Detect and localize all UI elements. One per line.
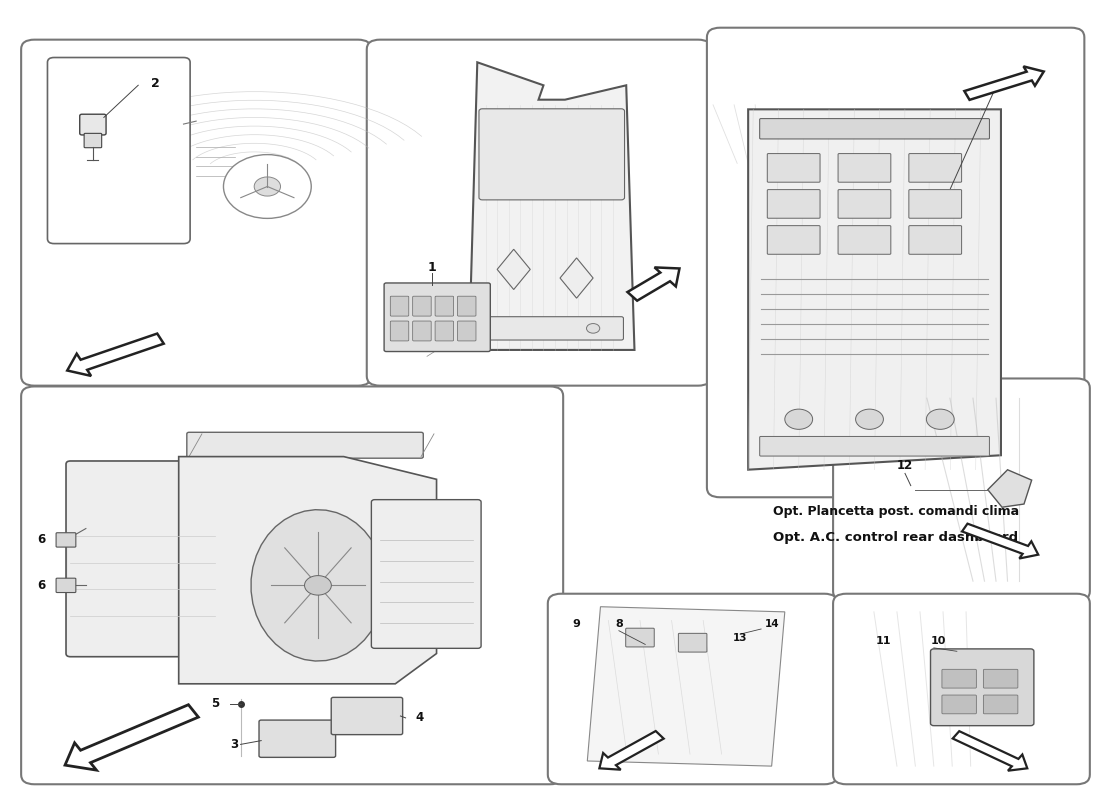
FancyBboxPatch shape (258, 720, 336, 758)
Polygon shape (560, 258, 593, 298)
Text: eurospares: eurospares (946, 693, 1000, 702)
FancyBboxPatch shape (983, 695, 1018, 714)
FancyBboxPatch shape (942, 695, 977, 714)
FancyBboxPatch shape (436, 296, 453, 316)
Text: eurospares: eurospares (476, 230, 602, 250)
Polygon shape (965, 66, 1044, 100)
FancyBboxPatch shape (436, 321, 453, 341)
Polygon shape (600, 731, 663, 770)
FancyBboxPatch shape (458, 321, 476, 341)
Text: 12: 12 (896, 458, 913, 472)
Circle shape (305, 576, 331, 595)
Polygon shape (953, 731, 1027, 770)
FancyBboxPatch shape (707, 28, 1085, 498)
FancyBboxPatch shape (768, 154, 820, 182)
FancyBboxPatch shape (366, 40, 712, 386)
Text: eurospares: eurospares (666, 693, 720, 702)
Text: 3: 3 (230, 738, 238, 751)
FancyBboxPatch shape (21, 40, 371, 386)
FancyBboxPatch shape (412, 321, 431, 341)
Circle shape (254, 177, 280, 196)
Text: 14: 14 (764, 619, 779, 629)
FancyBboxPatch shape (909, 190, 961, 218)
FancyBboxPatch shape (833, 594, 1090, 784)
Text: 4: 4 (416, 711, 425, 724)
Polygon shape (748, 110, 1001, 470)
Text: 6: 6 (37, 534, 46, 546)
FancyBboxPatch shape (768, 226, 820, 254)
Polygon shape (469, 62, 635, 350)
FancyBboxPatch shape (838, 190, 891, 218)
Polygon shape (178, 457, 437, 684)
Circle shape (784, 409, 813, 430)
Polygon shape (962, 524, 1038, 558)
Text: 2: 2 (151, 77, 160, 90)
FancyBboxPatch shape (66, 461, 219, 657)
FancyBboxPatch shape (187, 432, 424, 458)
Text: 10: 10 (931, 636, 946, 646)
Polygon shape (67, 334, 164, 376)
FancyBboxPatch shape (760, 437, 989, 456)
Text: 5: 5 (211, 697, 219, 710)
Text: 9: 9 (573, 619, 581, 629)
Text: Opt. Plancetta post. comandi clima: Opt. Plancetta post. comandi clima (772, 506, 1019, 518)
FancyBboxPatch shape (412, 296, 431, 316)
Circle shape (586, 323, 600, 333)
Text: Opt. A.C. control rear dashboard: Opt. A.C. control rear dashboard (773, 530, 1019, 544)
FancyBboxPatch shape (56, 578, 76, 593)
FancyBboxPatch shape (331, 698, 403, 734)
FancyBboxPatch shape (679, 634, 707, 652)
Text: 11: 11 (876, 636, 891, 646)
FancyBboxPatch shape (909, 226, 961, 254)
FancyBboxPatch shape (833, 378, 1090, 601)
Polygon shape (65, 705, 198, 770)
Text: eurospares: eurospares (131, 226, 255, 246)
Circle shape (856, 409, 883, 430)
Polygon shape (988, 470, 1032, 507)
FancyBboxPatch shape (458, 296, 476, 316)
Text: eurospares: eurospares (197, 644, 306, 663)
FancyBboxPatch shape (384, 283, 491, 351)
Text: 13: 13 (733, 633, 747, 642)
FancyBboxPatch shape (372, 500, 481, 648)
FancyBboxPatch shape (983, 670, 1018, 688)
Text: eurospares: eurospares (757, 246, 881, 266)
Polygon shape (627, 267, 680, 301)
FancyBboxPatch shape (760, 118, 989, 139)
FancyBboxPatch shape (480, 317, 624, 340)
FancyBboxPatch shape (21, 386, 563, 784)
Polygon shape (497, 250, 530, 290)
FancyBboxPatch shape (931, 649, 1034, 726)
FancyBboxPatch shape (909, 154, 961, 182)
Polygon shape (587, 606, 784, 766)
FancyBboxPatch shape (47, 58, 190, 243)
Circle shape (926, 409, 954, 430)
Polygon shape (251, 510, 385, 661)
FancyBboxPatch shape (390, 321, 409, 341)
FancyBboxPatch shape (838, 226, 891, 254)
FancyBboxPatch shape (84, 134, 101, 148)
FancyBboxPatch shape (478, 109, 625, 200)
Text: 8: 8 (615, 619, 623, 629)
Circle shape (223, 154, 311, 218)
Text: eurospares: eurospares (942, 485, 1004, 494)
FancyBboxPatch shape (56, 533, 76, 547)
Text: 1: 1 (428, 261, 437, 274)
FancyBboxPatch shape (79, 114, 106, 135)
FancyBboxPatch shape (768, 190, 820, 218)
FancyBboxPatch shape (942, 670, 977, 688)
FancyBboxPatch shape (626, 628, 654, 647)
FancyBboxPatch shape (838, 154, 891, 182)
FancyBboxPatch shape (548, 594, 837, 784)
FancyBboxPatch shape (390, 296, 409, 316)
Text: 6: 6 (37, 579, 46, 592)
Text: 7: 7 (1011, 74, 1020, 86)
